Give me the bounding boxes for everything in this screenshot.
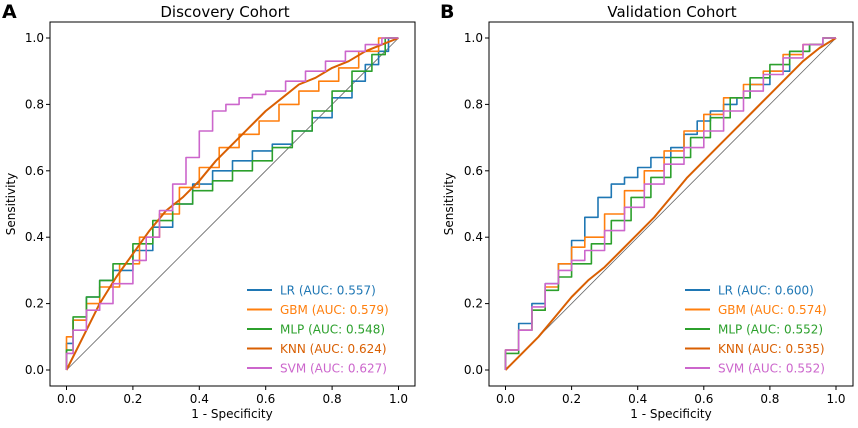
x-tick-label-validation: 0.8 bbox=[760, 392, 779, 406]
x-tick-label-discovery: 1.0 bbox=[389, 392, 408, 406]
panel-letter-a: A bbox=[2, 1, 17, 23]
legend-label-validation: GBM (AUC: 0.574) bbox=[718, 303, 827, 317]
x-tick-label-discovery: 0.0 bbox=[57, 392, 76, 406]
legend-label-discovery: MLP (AUC: 0.548) bbox=[280, 323, 385, 337]
legend-validation: LR (AUC: 0.600) GBM (AUC: 0.574) MLP (AUC:… bbox=[685, 284, 827, 376]
y-tick-label-discovery: 0.4 bbox=[25, 230, 44, 244]
legend-label-discovery: GBM (AUC: 0.579) bbox=[280, 303, 389, 317]
roc-line-discovery-knn bbox=[65, 37, 399, 371]
y-tick-label-discovery: 0.2 bbox=[25, 297, 44, 311]
panel-discovery: A Discovery Cohort 0.0 0.2 0.4 0.6 0.8 1.0 0.… bbox=[2, 1, 416, 421]
y-tick-label-discovery: 0.8 bbox=[25, 97, 44, 111]
y-tick-label-validation: 0.4 bbox=[464, 230, 483, 244]
chart-title-validation: Validation Cohort bbox=[607, 3, 736, 21]
roc-line-validation-svm bbox=[504, 37, 836, 370]
x-tick-label-discovery: 0.2 bbox=[123, 392, 142, 406]
y-tick-label-discovery: 0.6 bbox=[25, 164, 44, 178]
legend-discovery: LR (AUC: 0.557) GBM (AUC: 0.579) MLP (AUC:… bbox=[247, 284, 389, 376]
legend-label-discovery: LR (AUC: 0.557) bbox=[280, 284, 376, 298]
diagonal-reference-discovery bbox=[66, 37, 399, 371]
roc-line-discovery-mlp bbox=[65, 37, 399, 370]
x-tick-label-validation: 1.0 bbox=[826, 392, 845, 406]
x-tick-label-validation: 0.0 bbox=[496, 392, 515, 406]
x-tick-label-validation: 0.4 bbox=[628, 392, 647, 406]
diagonal-reference-validation bbox=[505, 37, 837, 371]
panel-validation: B Validation Cohort 0.0 0.2 0.4 0.6 0.8 1.0 0… bbox=[440, 1, 854, 421]
legend-label-validation: KNN (AUC: 0.535) bbox=[718, 342, 825, 356]
x-tick-label-validation: 0.6 bbox=[694, 392, 713, 406]
legend-label-validation: LR (AUC: 0.600) bbox=[718, 284, 814, 298]
y-tick-label-validation: 0.6 bbox=[464, 164, 483, 178]
legend-label-discovery: KNN (AUC: 0.624) bbox=[280, 342, 387, 356]
x-tick-label-discovery: 0.6 bbox=[256, 392, 275, 406]
y-tick-label-discovery: 1.0 bbox=[25, 31, 44, 45]
y-axis-label-validation: Sensitivity bbox=[442, 173, 456, 235]
y-tick-label-validation: 1.0 bbox=[464, 31, 483, 45]
y-tick-label-validation: 0.8 bbox=[464, 97, 483, 111]
x-tick-label-validation: 0.2 bbox=[562, 392, 581, 406]
x-axis-label-validation: 1 - Specificity bbox=[630, 407, 711, 421]
x-axis-label-discovery: 1 - Specificity bbox=[191, 407, 272, 421]
y-tick-label-discovery: 0.0 bbox=[25, 363, 44, 377]
panel-letter-b: B bbox=[440, 1, 454, 23]
x-tick-label-discovery: 0.8 bbox=[323, 392, 342, 406]
y-tick-label-validation: 0.0 bbox=[464, 363, 483, 377]
roc-line-discovery-svm bbox=[65, 37, 399, 370]
legend-label-discovery: SVM (AUC: 0.627) bbox=[280, 362, 387, 376]
x-tick-label-discovery: 0.4 bbox=[190, 392, 209, 406]
y-tick-label-validation: 0.2 bbox=[464, 297, 483, 311]
legend-label-validation: SVM (AUC: 0.552) bbox=[718, 362, 825, 376]
legend-label-validation: MLP (AUC: 0.552) bbox=[718, 323, 823, 337]
roc-line-validation-knn bbox=[504, 37, 837, 371]
y-axis-label-discovery: Sensitivity bbox=[4, 173, 18, 235]
chart-title-discovery: Discovery Cohort bbox=[160, 3, 289, 21]
